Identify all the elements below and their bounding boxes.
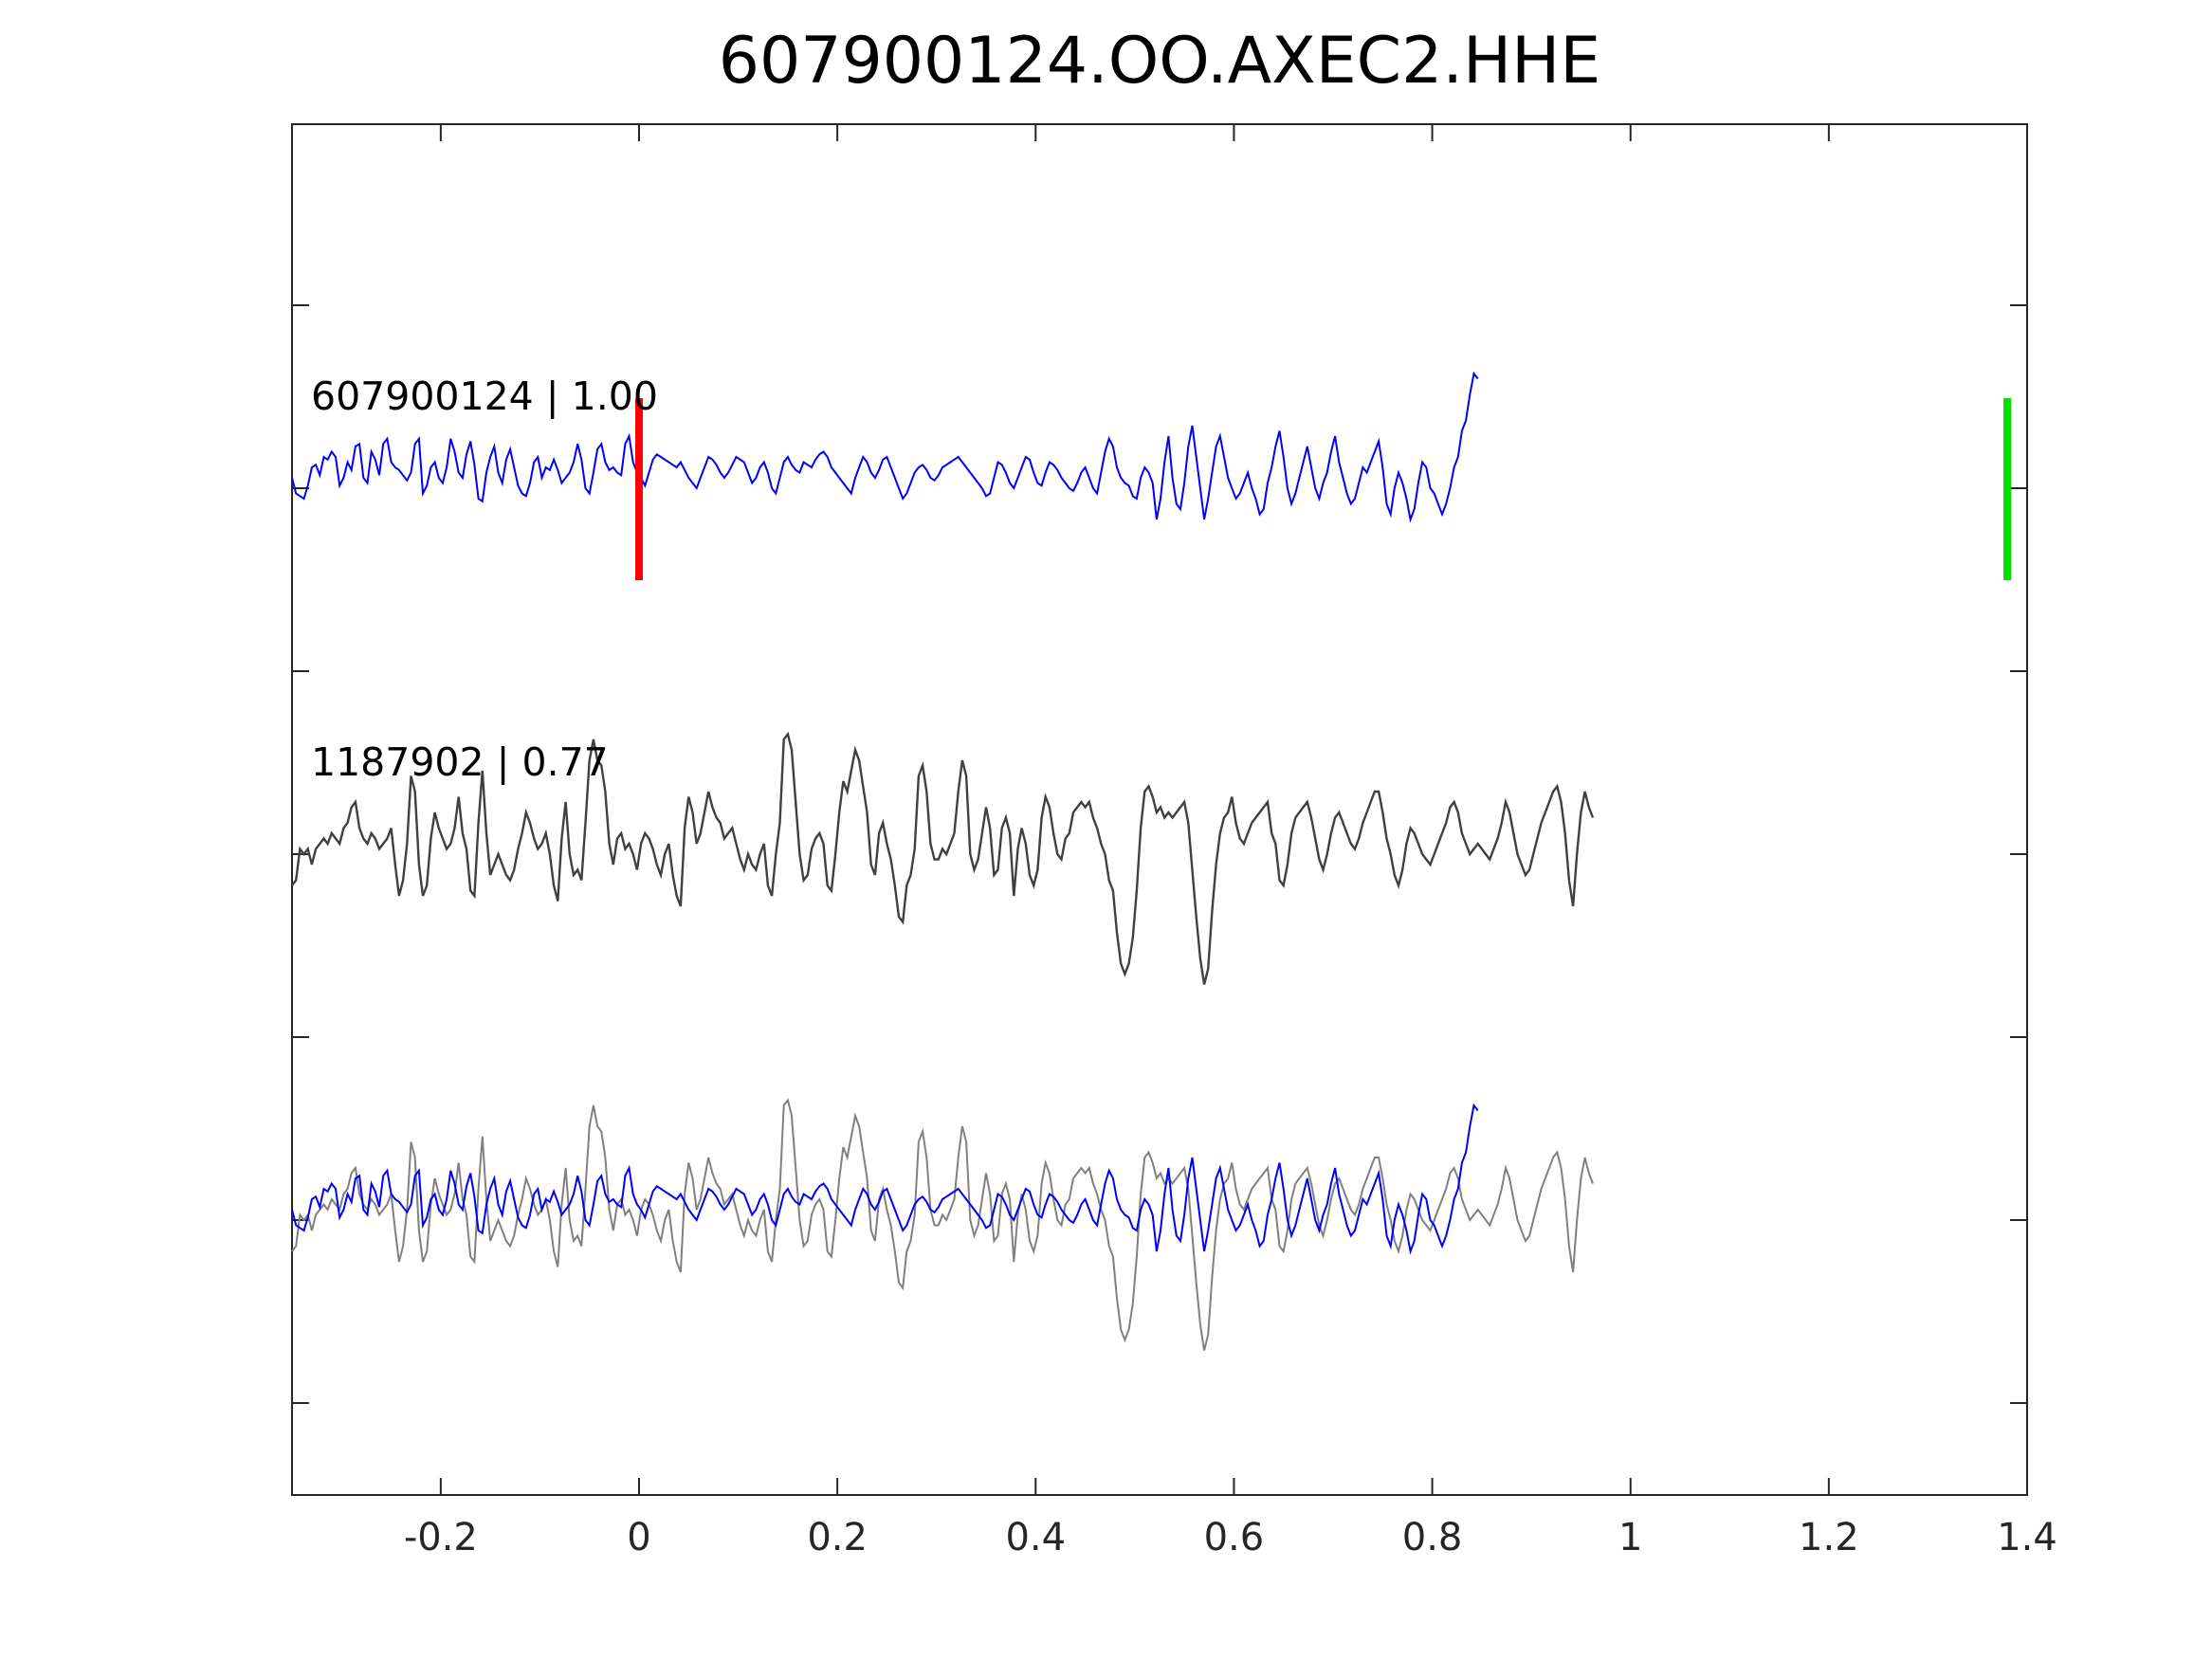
x-axis-tick-labels: -0.2 0 0.2 0.4 0.6 0.8 1 1.2 1.4	[404, 1516, 2057, 1559]
pick-markers	[635, 398, 2012, 580]
x-tick-label: 0.2	[807, 1516, 868, 1559]
detection-trace	[291, 731, 1595, 985]
waveform-traces	[291, 371, 1595, 1351]
overlay-detection-trace	[291, 1098, 1594, 1351]
x-tick-label: 1.2	[1799, 1516, 1859, 1559]
x-tick-label: 0	[627, 1516, 650, 1559]
x-tick-label: 0.6	[1204, 1516, 1265, 1559]
x-tick-label: 1	[1618, 1516, 1642, 1559]
axes-box	[291, 123, 2028, 1496]
chart-title: 607900124.OO.AXEC2.HHE	[718, 24, 1601, 99]
trace-labels: 607900124 | 1.00 1187902 | 0.77	[311, 374, 658, 785]
x-tick-label: 0.8	[1402, 1516, 1463, 1559]
template-trace	[291, 371, 1479, 523]
overlay-template-trace	[291, 1103, 1479, 1255]
trace-label: 607900124 | 1.00	[311, 374, 658, 419]
x-tick-label: 1.4	[1997, 1516, 2057, 1559]
x-tick-label: 0.4	[1005, 1516, 1066, 1559]
trace-label: 1187902 | 0.77	[311, 739, 609, 785]
x-axis-ticks	[439, 124, 2028, 1495]
x-tick-label: -0.2	[404, 1516, 478, 1559]
